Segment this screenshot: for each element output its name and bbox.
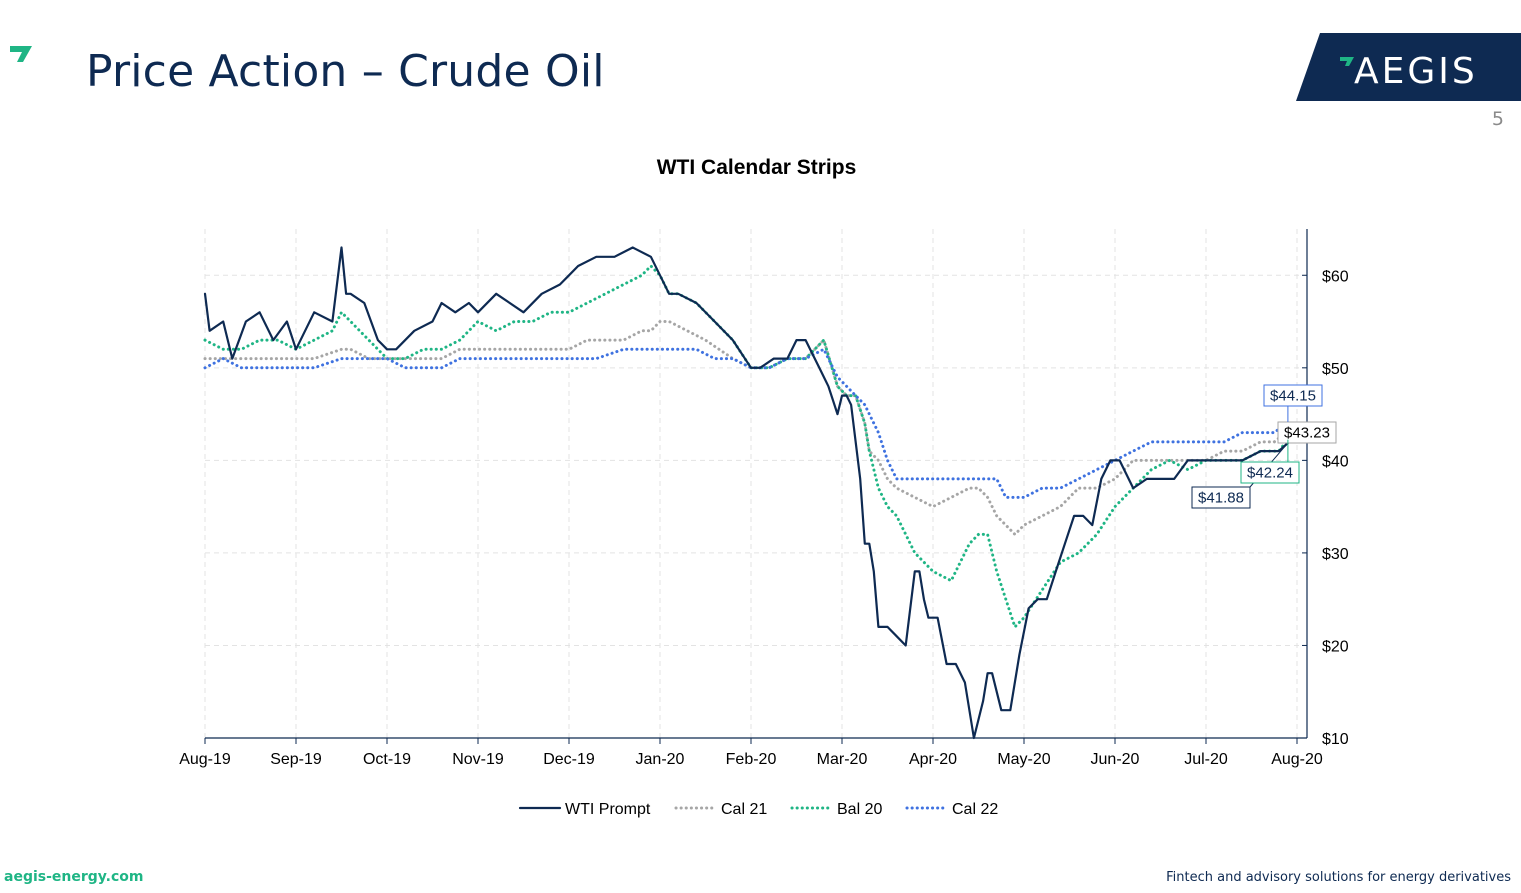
y-tick-label: $40: [1322, 453, 1349, 470]
y-tick-label: $30: [1322, 546, 1349, 563]
x-tick-label: Apr-20: [909, 751, 957, 768]
series-line-bal-20: [203, 264, 1290, 629]
callout-box-wti-prompt: [1191, 486, 1251, 509]
legend-label-cal-21: Cal 21: [721, 801, 767, 818]
callout-box-bal-20: [1240, 461, 1300, 484]
y-tick-label: $10: [1322, 731, 1349, 748]
svg-text:AEGIS: AEGIS: [1354, 51, 1478, 92]
x-tick-label: Jun-20: [1091, 751, 1140, 768]
x-tick-label: Feb-20: [726, 751, 777, 768]
series-line-cal-22: [203, 347, 1290, 499]
y-tick-label: $50: [1322, 361, 1349, 378]
legend-label-wti-prompt: WTI Prompt: [565, 801, 651, 818]
page-title: Price Action – Crude Oil: [86, 46, 605, 97]
callout-box-cal-21: [1277, 421, 1337, 444]
callout-label-bal-20: $42.24: [1247, 465, 1293, 482]
x-tick-label: Jul-20: [1184, 751, 1228, 768]
legend-label-cal-22: Cal 22: [952, 801, 998, 818]
y-tick-label: $60: [1322, 268, 1349, 285]
x-tick-label: Aug-19: [179, 751, 231, 768]
x-tick-label: Oct-19: [363, 751, 411, 768]
aegis-logo: AEGIS: [1296, 33, 1521, 101]
page-number: 5: [1491, 108, 1504, 130]
x-tick-label: Aug-20: [1271, 751, 1323, 768]
series-line-wti-prompt: [203, 246, 1290, 740]
footer-website[interactable]: aegis-energy.com: [4, 869, 144, 885]
x-tick-label: Nov-19: [452, 751, 504, 768]
callout-label-wti-prompt: $41.88: [1198, 490, 1244, 507]
series-line-cal-21: [203, 320, 1290, 536]
brand-mark-icon: [10, 46, 32, 62]
callout-box-cal-22: [1263, 384, 1323, 407]
callout-label-cal-21: $43.23: [1284, 425, 1330, 442]
x-tick-label: May-20: [997, 751, 1050, 768]
callout-label-cal-22: $44.15: [1270, 388, 1316, 405]
x-tick-label: Dec-19: [543, 751, 595, 768]
aegis-logo-mark-icon: [1340, 57, 1354, 66]
footer-tagline: Fintech and advisory solutions for energ…: [1166, 870, 1511, 885]
legend-label-bal-20: Bal 20: [837, 801, 882, 818]
x-tick-label: Jan-20: [636, 751, 685, 768]
chart-title: WTI Calendar Strips: [656, 156, 857, 179]
x-tick-label: Sep-19: [270, 751, 322, 768]
y-tick-label: $20: [1322, 638, 1349, 655]
x-tick-label: Mar-20: [817, 751, 868, 768]
